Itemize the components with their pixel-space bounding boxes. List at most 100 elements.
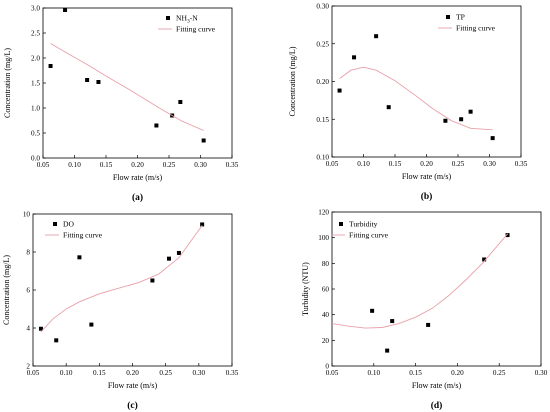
x-tick-label: 0.35 [226,161,239,169]
legend-label: TP [456,13,465,22]
legend-label: Fitting curve [63,231,103,240]
y-tick-label: 0 [325,363,329,371]
x-tick-label: 0.05 [27,369,40,377]
data-point [374,34,379,39]
y-tick-label: 0.20 [316,78,329,86]
data-point [482,257,487,262]
legend: TP Fitting curve [438,13,496,33]
panel-label: (b) [421,191,433,202]
y-tick-label: 2.5 [31,30,40,38]
legend: DO Fitting curve [45,220,103,240]
y-tick-label: 20 [322,337,330,345]
y-tick-label: 40 [322,311,330,319]
y-axis-label: Concentration (mg/L) [3,48,12,118]
y-axis-label: Concentration (mg/L) [288,46,297,116]
fitting-curve [331,233,508,329]
y-axis-label: Turbidity (NTU) [301,262,310,316]
legend-label: Turbidity [349,220,378,229]
fitting-curve [40,225,203,333]
y-tick-label: 0.0 [31,155,40,163]
legend-label: Fitting curve [456,24,496,33]
x-tick-label: 0.25 [159,369,172,377]
data-point [443,118,448,123]
data-point [63,8,68,12]
y-tick-label: 2.0 [31,55,40,63]
data-point [154,123,159,128]
x-axis-label: Flow rate (m/s) [402,172,452,181]
x-tick-label: 0.25 [163,161,176,169]
data-point [390,319,395,324]
x-tick-label: 0.30 [193,369,206,377]
legend-label: Fitting curve [176,25,216,34]
x-tick-label: 0.35 [226,369,239,377]
y-tick-label: 120 [318,209,329,217]
y-tick-label: 80 [322,260,330,268]
x-tick-label: 0.35 [515,160,528,168]
x-tick-label: 0.10 [68,161,81,169]
data-point [490,136,495,141]
x-axis-label: Flow rate (m/s) [412,381,462,390]
data-point [201,138,206,143]
data-point [337,88,342,93]
x-tick-label: 0.15 [93,369,106,377]
data-point [468,109,473,114]
x-tick-label: 0.15 [389,160,402,168]
x-tick-label: 0.30 [483,160,496,168]
fitting-curve [50,43,204,131]
x-tick-label: 0.10 [357,160,370,168]
legend-marker-points [446,15,450,19]
data-point [200,222,205,227]
x-tick-label: 0.25 [452,160,465,168]
y-tick-label: 6 [26,287,30,295]
panel-label: (a) [132,192,143,203]
x-tick-label: 0.30 [194,161,207,169]
legend-marker-points [53,222,57,226]
fitting-curve [339,66,493,131]
x-tick-label: 0.05 [37,161,50,169]
x-tick-label: 0.20 [131,161,144,169]
chart-panel-1: 0.05 0.10 0.15 0.20 0.25 0.30 0.35 0.0 0.5 1.0 1.5… [3,5,239,204]
x-tick-label: 0.05 [326,160,339,168]
data-point [77,255,82,260]
data-point [386,105,391,110]
y-tick-label: 100 [318,234,329,242]
legend-label: Fitting curve [349,231,389,240]
x-tick-label: 0.15 [100,161,113,169]
data-point [459,117,464,122]
y-tick-label: 4 [26,325,30,333]
data-point [85,78,90,82]
x-axis-label: Flow rate (m/s) [113,173,163,182]
x-tick-label: 0.20 [451,369,464,377]
x-tick-label: 0.10 [60,369,73,377]
y-tick-label: 3.0 [31,5,40,13]
x-tick-label: 0.30 [535,369,548,377]
y-tick-label: 1.0 [31,105,40,113]
y-axis-label: Concentration (mg/L) [2,255,11,325]
y-tick-label: 0.10 [316,154,329,162]
y-tick-label: 2 [26,363,30,371]
legend: Turbidity Fitting curve [331,220,389,240]
y-tick-label: 0.30 [316,3,329,11]
data-point [38,326,43,331]
data-point [426,322,431,327]
x-tick-label: 0.20 [420,160,433,168]
y-tick-label: 0.5 [31,130,40,138]
data-point [385,348,390,353]
data-point [166,256,171,261]
panel-label: (c) [127,400,138,411]
y-tick-label: 1.5 [31,80,40,88]
data-point [370,308,375,313]
data-point [89,322,94,327]
legend-marker-points [339,222,343,226]
panel-label: (d) [431,400,443,411]
y-tick-label: 10 [23,211,31,219]
x-tick-label: 0.10 [368,369,381,377]
x-tick-label: 0.20 [126,369,139,377]
data-point [96,80,101,84]
x-tick-label: 0.05 [326,369,339,377]
chart-panel-2: 0.05 0.10 0.15 0.20 0.25 0.30 0.350.100.150.20… [288,3,528,203]
x-axis-label: Flow rate (m/s) [108,381,158,390]
data-point [150,278,155,283]
